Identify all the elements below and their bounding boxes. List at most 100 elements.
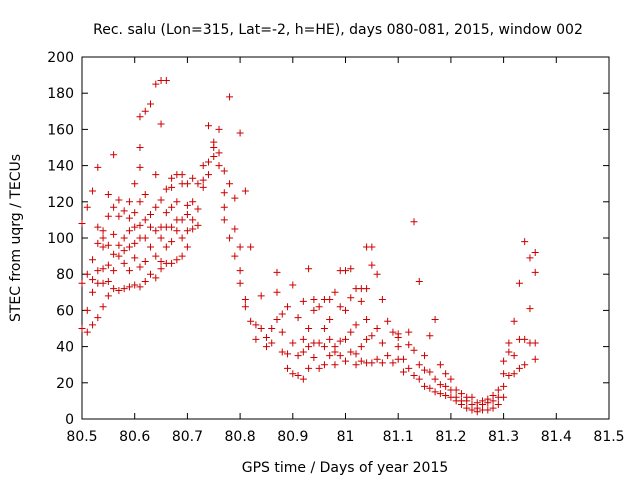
data-point bbox=[141, 277, 149, 285]
data-point bbox=[94, 223, 102, 231]
data-point bbox=[384, 352, 392, 360]
data-point bbox=[168, 259, 176, 267]
data-point bbox=[326, 296, 334, 304]
data-point bbox=[136, 198, 144, 206]
data-point bbox=[115, 252, 123, 260]
data-point bbox=[152, 252, 160, 260]
data-point bbox=[199, 162, 207, 170]
data-point bbox=[104, 261, 112, 269]
data-points bbox=[78, 77, 539, 416]
data-point bbox=[378, 359, 386, 367]
data-point bbox=[136, 263, 144, 271]
data-point bbox=[336, 337, 344, 345]
data-point bbox=[147, 100, 155, 108]
data-point bbox=[120, 247, 128, 255]
data-point bbox=[94, 239, 102, 247]
y-tick-label: 60 bbox=[56, 303, 74, 319]
data-point bbox=[299, 348, 307, 356]
data-point bbox=[141, 258, 149, 266]
data-point bbox=[415, 277, 423, 285]
data-point bbox=[468, 401, 476, 409]
data-point bbox=[226, 93, 234, 101]
data-point bbox=[194, 221, 202, 229]
data-point bbox=[394, 343, 402, 351]
data-point bbox=[104, 241, 112, 249]
data-point bbox=[315, 339, 323, 347]
data-point bbox=[299, 335, 307, 343]
data-point bbox=[83, 203, 91, 211]
data-point bbox=[526, 305, 534, 313]
data-point bbox=[389, 328, 397, 336]
data-point bbox=[157, 265, 165, 273]
data-point bbox=[236, 279, 244, 287]
data-point bbox=[410, 346, 418, 354]
x-tick-label: 80.5 bbox=[66, 429, 97, 445]
data-point bbox=[125, 267, 133, 275]
x-tick-label: 81.2 bbox=[435, 429, 466, 445]
x-tick-label: 80.7 bbox=[172, 429, 203, 445]
data-point bbox=[89, 288, 97, 296]
data-point bbox=[468, 393, 476, 401]
x-tick-label: 81.1 bbox=[383, 429, 414, 445]
data-point bbox=[331, 361, 339, 369]
data-point bbox=[241, 296, 249, 304]
data-point bbox=[526, 254, 534, 262]
data-point bbox=[352, 321, 360, 329]
data-point bbox=[310, 296, 318, 304]
data-point bbox=[531, 248, 539, 256]
data-point bbox=[278, 310, 286, 318]
data-point bbox=[110, 267, 118, 275]
y-tick-label: 40 bbox=[56, 340, 74, 356]
data-point bbox=[231, 252, 239, 260]
data-point bbox=[83, 306, 91, 314]
data-point bbox=[331, 343, 339, 351]
y-axis-label: STEC from uqrg / TECUs bbox=[8, 154, 24, 322]
data-point bbox=[447, 375, 455, 383]
data-point bbox=[315, 303, 323, 311]
data-point bbox=[204, 158, 212, 166]
data-point bbox=[268, 339, 276, 347]
data-point bbox=[104, 277, 112, 285]
data-point bbox=[136, 283, 144, 291]
data-point bbox=[436, 361, 444, 369]
data-point bbox=[152, 80, 160, 88]
y-tick-label: 140 bbox=[47, 159, 74, 175]
x-tick-label: 81 bbox=[337, 429, 355, 445]
data-point bbox=[357, 343, 365, 351]
data-point bbox=[94, 267, 102, 275]
data-point bbox=[220, 167, 228, 175]
data-point bbox=[131, 180, 139, 188]
data-point bbox=[157, 234, 165, 242]
data-point bbox=[89, 321, 97, 329]
data-point bbox=[136, 144, 144, 151]
data-point bbox=[78, 325, 86, 332]
data-point bbox=[510, 317, 518, 325]
data-point bbox=[479, 397, 487, 405]
data-point bbox=[157, 258, 165, 266]
data-point bbox=[505, 339, 513, 347]
data-point bbox=[99, 279, 107, 287]
data-point bbox=[320, 325, 328, 332]
data-point bbox=[173, 227, 181, 235]
data-point bbox=[394, 330, 402, 338]
data-point bbox=[452, 386, 460, 394]
data-point bbox=[178, 234, 186, 242]
data-point bbox=[215, 125, 223, 133]
data-point bbox=[162, 185, 170, 193]
data-point bbox=[510, 352, 518, 360]
data-point bbox=[405, 364, 413, 372]
y-tick-label: 180 bbox=[47, 86, 74, 102]
data-point bbox=[247, 243, 255, 251]
data-point bbox=[531, 339, 539, 347]
data-point bbox=[421, 382, 429, 390]
data-point bbox=[405, 328, 413, 336]
data-point bbox=[363, 335, 371, 343]
data-point bbox=[431, 315, 439, 323]
data-point bbox=[141, 234, 149, 242]
data-point bbox=[120, 207, 128, 215]
data-point bbox=[426, 384, 434, 392]
data-point bbox=[141, 191, 149, 199]
data-point bbox=[110, 250, 118, 258]
data-point bbox=[278, 348, 286, 356]
